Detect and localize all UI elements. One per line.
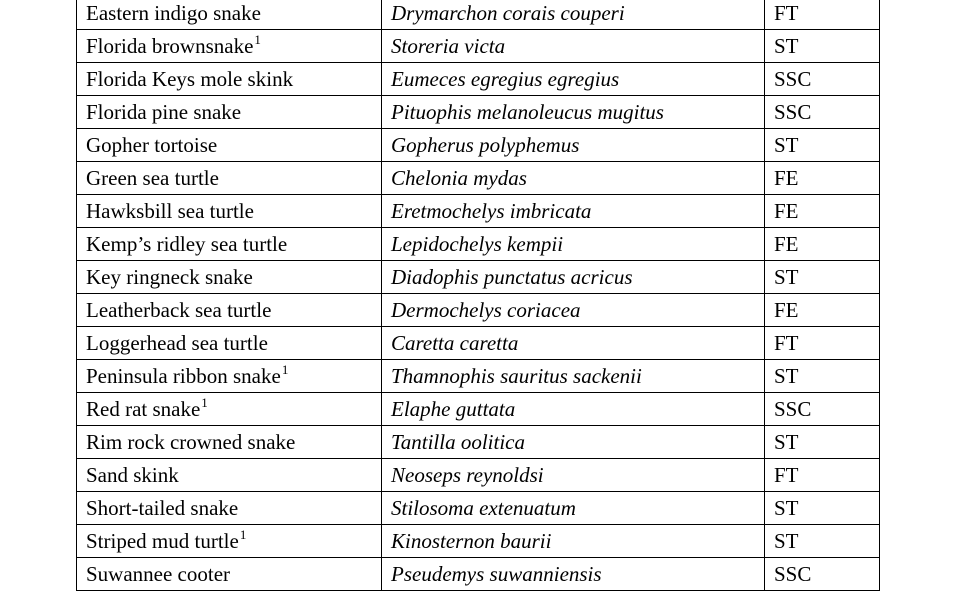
common-name-cell: Florida brownsnake1 (76, 29, 382, 63)
common-name: Suwannee cooter (86, 562, 231, 586)
species-table: Eastern indigo snake Drymarchon corais co… (76, 0, 880, 591)
status-cell: FE (764, 293, 880, 327)
table-row: Florida brownsnake1 Storeria victa ST (76, 29, 880, 63)
status-cell: SSC (764, 95, 880, 129)
common-name-cell: Hawksbill sea turtle (76, 194, 382, 228)
table-row: Key ringneck snake Diadophis punctatus ac… (76, 260, 880, 294)
scientific-name-cell: Eretmochelys imbricata (381, 194, 765, 228)
common-name-cell: Suwannee cooter (76, 557, 382, 591)
table-row: Hawksbill sea turtle Eretmochelys imbrica… (76, 194, 880, 228)
common-name-cell: Green sea turtle (76, 161, 382, 195)
scientific-name-cell: Elaphe guttata (381, 392, 765, 426)
common-name: Key ringneck snake (86, 265, 253, 289)
common-name: Eastern indigo snake (86, 1, 261, 25)
scientific-name-cell: Thamnophis sauritus sackenii (381, 359, 765, 393)
table-row: Sand skink Neoseps reynoldsi FT (76, 458, 880, 492)
common-name: Striped mud turtle (86, 529, 239, 553)
common-name-cell: Kemp’s ridley sea turtle (76, 227, 382, 261)
scientific-name-cell: Tantilla oolitica (381, 425, 765, 459)
common-name-cell: Key ringneck snake (76, 260, 382, 294)
scientific-name-cell: Stilosoma extenuatum (381, 491, 765, 525)
species-table-body: Eastern indigo snake Drymarchon corais co… (76, 0, 880, 591)
common-name: Short-tailed snake (86, 496, 239, 520)
status-cell: ST (764, 29, 880, 63)
scientific-name-cell: Caretta caretta (381, 326, 765, 360)
footnote-marker: 1 (201, 395, 208, 410)
status-cell: ST (764, 128, 880, 162)
table-row: Leatherback sea turtle Dermochelys coriac… (76, 293, 880, 327)
scientific-name-cell: Dermochelys coriacea (381, 293, 765, 327)
common-name: Hawksbill sea turtle (86, 199, 254, 223)
table-row: Kemp’s ridley sea turtle Lepidochelys kem… (76, 227, 880, 261)
table-row: Suwannee cooter Pseudemys suwanniensis SSC (76, 557, 880, 591)
common-name-cell: Short-tailed snake (76, 491, 382, 525)
scientific-name-cell: Chelonia mydas (381, 161, 765, 195)
common-name: Kemp’s ridley sea turtle (86, 232, 288, 256)
scientific-name-cell: Pseudemys suwanniensis (381, 557, 765, 591)
scientific-name-cell: Diadophis punctatus acricus (381, 260, 765, 294)
table-row: Green sea turtle Chelonia mydas FE (76, 161, 880, 195)
common-name: Green sea turtle (86, 166, 219, 190)
common-name: Florida pine snake (86, 100, 242, 124)
common-name: Peninsula ribbon snake (86, 364, 281, 388)
scientific-name-cell: Gopherus polyphemus (381, 128, 765, 162)
common-name: Florida brownsnake (86, 34, 254, 58)
common-name: Leatherback sea turtle (86, 298, 272, 322)
common-name-cell: Gopher tortoise (76, 128, 382, 162)
table-row: Red rat snake1 Elaphe guttata SSC (76, 392, 880, 426)
table-row: Short-tailed snake Stilosoma extenuatum ST (76, 491, 880, 525)
status-cell: ST (764, 359, 880, 393)
scientific-name-cell: Eumeces egregius egregius (381, 62, 765, 96)
common-name-cell: Loggerhead sea turtle (76, 326, 382, 360)
status-cell: SSC (764, 557, 880, 591)
table-row: Eastern indigo snake Drymarchon corais co… (76, 0, 880, 30)
status-cell: FT (764, 326, 880, 360)
scientific-name-cell: Kinosternon baurii (381, 524, 765, 558)
footnote-marker: 1 (254, 32, 261, 47)
status-cell: FE (764, 161, 880, 195)
common-name-cell: Florida pine snake (76, 95, 382, 129)
status-cell: ST (764, 524, 880, 558)
common-name: Sand skink (86, 463, 179, 487)
status-cell: FT (764, 0, 880, 30)
status-cell: SSC (764, 62, 880, 96)
common-name: Rim rock crowned snake (86, 430, 296, 454)
table-row: Florida pine snake Pituophis melanoleucus… (76, 95, 880, 129)
table-row: Striped mud turtle1 Kinosternon baurii ST (76, 524, 880, 558)
scientific-name-cell: Lepidochelys kempii (381, 227, 765, 261)
common-name: Florida Keys mole skink (86, 67, 294, 91)
footnote-marker: 1 (239, 527, 247, 542)
scientific-name-cell: Drymarchon corais couperi (381, 0, 765, 30)
common-name-cell: Leatherback sea turtle (76, 293, 382, 327)
status-cell: FE (764, 194, 880, 228)
status-cell: ST (764, 491, 880, 525)
table-row: Peninsula ribbon snake1 Thamnophis saurit… (76, 359, 880, 393)
status-cell: ST (764, 260, 880, 294)
status-cell: FT (764, 458, 880, 492)
common-name-cell: Peninsula ribbon snake1 (76, 359, 382, 393)
status-cell: SSC (764, 392, 880, 426)
table-row: Florida Keys mole skink Eumeces egregius … (76, 62, 880, 96)
common-name-cell: Eastern indigo snake (76, 0, 382, 30)
common-name-cell: Striped mud turtle1 (76, 524, 382, 558)
common-name-cell: Red rat snake1 (76, 392, 382, 426)
scientific-name-cell: Pituophis melanoleucus mugitus (381, 95, 765, 129)
common-name-cell: Rim rock crowned snake (76, 425, 382, 459)
scientific-name-cell: Neoseps reynoldsi (381, 458, 765, 492)
table-row: Rim rock crowned snake Tantilla oolitica S… (76, 425, 880, 459)
table-row: Loggerhead sea turtle Caretta caretta FT (76, 326, 880, 360)
common-name-cell: Sand skink (76, 458, 382, 492)
common-name-cell: Florida Keys mole skink (76, 62, 382, 96)
common-name: Red rat snake (86, 397, 201, 421)
common-name: Gopher tortoise (86, 133, 218, 157)
footnote-marker: 1 (281, 362, 289, 377)
status-cell: FE (764, 227, 880, 261)
scientific-name-cell: Storeria victa (381, 29, 765, 63)
status-cell: ST (764, 425, 880, 459)
common-name: Loggerhead sea turtle (86, 331, 268, 355)
table-row: Gopher tortoise Gopherus polyphemus ST (76, 128, 880, 162)
